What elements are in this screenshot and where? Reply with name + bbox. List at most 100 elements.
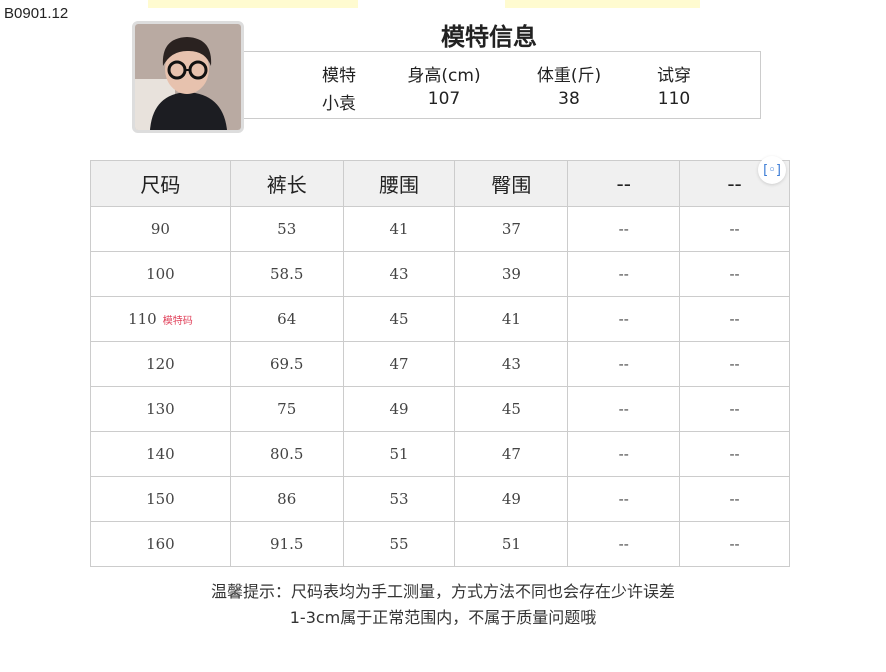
cell-value: 130 bbox=[146, 400, 175, 418]
decor-banner bbox=[148, 0, 358, 8]
table-cell: -- bbox=[567, 476, 681, 522]
note-line-2: 1-3cm属于正常范围内，不属于质量问题哦 bbox=[289, 608, 597, 627]
column-header: 尺码 bbox=[90, 160, 231, 207]
cell-value: -- bbox=[729, 445, 740, 463]
table-cell: -- bbox=[567, 341, 681, 387]
model-header: 试穿 bbox=[657, 66, 691, 86]
cell-value: 86 bbox=[277, 490, 297, 508]
table-cell: -- bbox=[679, 341, 790, 387]
cell-value: -- bbox=[729, 400, 740, 418]
cell-value: 49 bbox=[389, 400, 409, 418]
cell-value: -- bbox=[618, 445, 629, 463]
cell-value: -- bbox=[618, 310, 629, 328]
cell-value: 110 bbox=[128, 310, 157, 328]
cell-value: 75 bbox=[277, 400, 297, 418]
model-header: 体重(斤) bbox=[536, 66, 602, 86]
table-cell: 41 bbox=[342, 206, 456, 252]
cell-value: -- bbox=[729, 355, 740, 373]
cell-value: 47 bbox=[501, 445, 521, 463]
cell-value: -- bbox=[729, 310, 740, 328]
table-cell: 80.5 bbox=[229, 431, 344, 477]
table-cell: -- bbox=[679, 206, 790, 252]
table-cell: 51 bbox=[454, 521, 569, 567]
column-header: 腰围 bbox=[342, 160, 456, 207]
size-table: 尺码 裤长 腰围 臀围 -- -- 90 53 41 37 -- -- 100 58.5 43 39 -- --… bbox=[90, 160, 790, 567]
cell-value: 160 bbox=[146, 535, 175, 553]
column-header: 裤长 bbox=[229, 160, 344, 207]
table-cell: 86 bbox=[229, 476, 344, 522]
table-cell: -- bbox=[679, 431, 790, 477]
table-cell: -- bbox=[567, 431, 681, 477]
cell-value: 51 bbox=[501, 535, 521, 553]
table-cell: -- bbox=[679, 386, 790, 432]
cell-value: 45 bbox=[501, 400, 521, 418]
model-header: 模特 bbox=[322, 66, 356, 86]
model-value: 小袁 bbox=[322, 94, 356, 114]
table-cell: 69.5 bbox=[229, 341, 344, 387]
table-cell: -- bbox=[679, 476, 790, 522]
table-row: 90 53 41 37 -- -- bbox=[90, 206, 790, 252]
table-cell: -- bbox=[567, 206, 681, 252]
cell-value: 51 bbox=[389, 445, 409, 463]
cell-value: 43 bbox=[501, 355, 521, 373]
note-line-1: 温馨提示：尺码表均为手工测量，方式方法不同也会存在少许误差 bbox=[210, 582, 675, 601]
cell-value: 64 bbox=[277, 310, 297, 328]
model-info-box: 模特 身高(cm) 体重(斤) 试穿 小袁 107 38 110 bbox=[244, 51, 761, 119]
table-cell: -- bbox=[679, 521, 790, 567]
model-photo bbox=[132, 21, 244, 133]
table-row: 110 模特码 64 45 41 -- -- bbox=[90, 296, 790, 342]
table-cell: -- bbox=[679, 296, 790, 342]
table-row: 140 80.5 51 47 -- -- bbox=[90, 431, 790, 477]
scan-icon[interactable]: [◦] bbox=[758, 156, 786, 184]
cell-value: -- bbox=[618, 535, 629, 553]
cell-value: 53 bbox=[389, 490, 409, 508]
table-cell: -- bbox=[567, 386, 681, 432]
table-cell: 90 bbox=[90, 206, 231, 252]
column-header: 臀围 bbox=[454, 160, 569, 207]
cell-value: -- bbox=[729, 220, 740, 238]
table-cell: -- bbox=[679, 251, 790, 297]
cell-value: 80.5 bbox=[270, 445, 304, 463]
table-cell: 49 bbox=[342, 386, 456, 432]
table-cell: 64 bbox=[229, 296, 344, 342]
table-cell: 37 bbox=[454, 206, 569, 252]
size-table-header: 尺码 裤长 腰围 臀围 -- -- bbox=[90, 160, 790, 207]
model-value: 107 bbox=[427, 89, 461, 109]
cell-value: 58.5 bbox=[270, 265, 304, 283]
cell-value: 45 bbox=[389, 310, 409, 328]
table-cell: 49 bbox=[454, 476, 569, 522]
cell-value: 69.5 bbox=[270, 355, 304, 373]
table-cell: 150 bbox=[90, 476, 231, 522]
table-cell: 47 bbox=[342, 341, 456, 387]
cell-value: 49 bbox=[501, 490, 521, 508]
cell-value: 41 bbox=[389, 220, 409, 238]
table-cell: 110 模特码 bbox=[90, 296, 231, 342]
table-cell: 140 bbox=[90, 431, 231, 477]
table-cell: 47 bbox=[454, 431, 569, 477]
table-cell: 43 bbox=[342, 251, 456, 297]
table-cell: 43 bbox=[454, 341, 569, 387]
cell-value: -- bbox=[729, 490, 740, 508]
table-cell: 58.5 bbox=[229, 251, 344, 297]
cell-value: 91.5 bbox=[270, 535, 304, 553]
cell-value: 43 bbox=[389, 265, 409, 283]
table-cell: 100 bbox=[90, 251, 231, 297]
cell-value: -- bbox=[618, 400, 629, 418]
table-row: 100 58.5 43 39 -- -- bbox=[90, 251, 790, 297]
table-cell: 55 bbox=[342, 521, 456, 567]
model-value: 38 bbox=[558, 89, 580, 109]
table-cell: 120 bbox=[90, 341, 231, 387]
table-cell: 45 bbox=[454, 386, 569, 432]
table-cell: 39 bbox=[454, 251, 569, 297]
table-cell: -- bbox=[567, 296, 681, 342]
model-size-tag: 模特码 bbox=[162, 316, 193, 327]
table-cell: 130 bbox=[90, 386, 231, 432]
table-cell: 41 bbox=[454, 296, 569, 342]
cell-value: 120 bbox=[146, 355, 175, 373]
cell-value: 90 bbox=[150, 220, 170, 238]
cell-value: -- bbox=[729, 265, 740, 283]
model-value: 110 bbox=[657, 89, 691, 109]
table-row: 150 86 53 49 -- -- bbox=[90, 476, 790, 522]
cell-value: 150 bbox=[146, 490, 175, 508]
table-row: 120 69.5 47 43 -- -- bbox=[90, 341, 790, 387]
